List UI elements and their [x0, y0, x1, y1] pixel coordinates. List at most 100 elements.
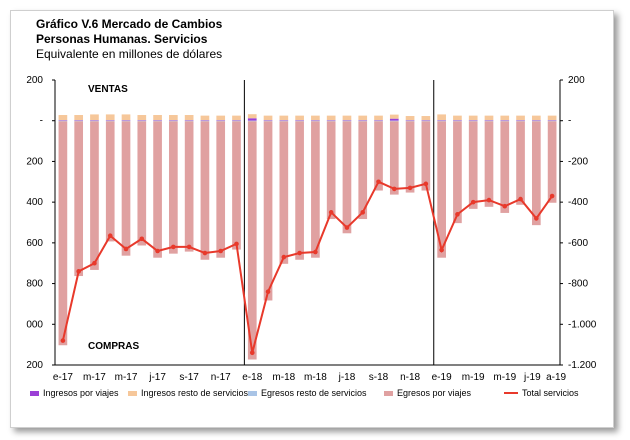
bar-ingresos-resto-de-servicios-11 — [232, 115, 241, 121]
bar-egresos-resto-de-servicios-19 — [358, 120, 368, 122]
bar-ingresos-por-viajes-25 — [453, 120, 462, 121]
bar-egresos-resto-de-servicios-9 — [200, 120, 210, 122]
bar-egresos-por-viajes-20 — [374, 121, 383, 191]
total-servicios-point-16 — [313, 249, 318, 255]
bar-ingresos-por-viajes-13 — [263, 120, 273, 121]
total-servicios-point-6 — [155, 248, 160, 254]
x-tick-label-13: m-19 — [462, 372, 485, 383]
bar-ingresos-por-viajes-30 — [531, 120, 541, 121]
total-servicios-point-24 — [439, 247, 444, 253]
bar-egresos-por-viajes-16 — [311, 121, 320, 258]
bar-ingresos-resto-de-servicios-22 — [405, 116, 415, 121]
bar-egresos-resto-de-servicios-27 — [484, 120, 494, 122]
bar-egresos-por-viajes-27 — [484, 121, 494, 207]
bar-ingresos-por-viajes-26 — [468, 120, 478, 121]
bar-ingresos-por-viajes-20 — [374, 120, 383, 121]
bar-ingresos-resto-de-servicios-23 — [421, 116, 431, 121]
bar-ingresos-resto-de-servicios-29 — [516, 115, 525, 121]
bar-ingresos-resto-de-servicios-16 — [311, 115, 320, 121]
bar-ingresos-por-viajes-17 — [326, 120, 336, 121]
total-servicios-point-22 — [407, 185, 413, 191]
total-servicios-point-11 — [234, 241, 239, 247]
total-servicios-point-15 — [297, 250, 302, 256]
bar-egresos-resto-de-servicios-6 — [153, 120, 162, 122]
bar-egresos-por-viajes-24 — [437, 121, 446, 258]
bar-egresos-por-viajes-15 — [295, 121, 304, 260]
total-servicios-point-1 — [76, 269, 81, 274]
x-tick-label-15: j-19 — [523, 372, 541, 383]
total-servicios-point-2 — [92, 260, 97, 266]
bar-ingresos-resto-de-servicios-26 — [468, 115, 478, 121]
bar-ingresos-por-viajes-21 — [389, 118, 399, 121]
y-tick-left-4: 600 — [26, 238, 43, 249]
bar-ingresos-por-viajes-12 — [247, 118, 257, 121]
bar-ingresos-por-viajes-0 — [58, 120, 68, 121]
total-servicios-point-21 — [391, 186, 397, 192]
bar-ingresos-resto-de-servicios-17 — [326, 115, 336, 121]
total-servicios-point-18 — [344, 225, 350, 230]
bar-ingresos-resto-de-servicios-20 — [374, 115, 383, 121]
bar-ingresos-por-viajes-2 — [90, 120, 99, 121]
bar-ingresos-por-viajes-18 — [342, 120, 352, 121]
bar-egresos-resto-de-servicios-26 — [468, 120, 478, 122]
bar-egresos-resto-de-servicios-3 — [105, 120, 115, 122]
legend-swatch — [30, 390, 39, 396]
legend-item-ingresos-por-viajes: Ingresos por viajes — [30, 388, 119, 398]
bar-egresos-por-viajes-13 — [263, 121, 273, 301]
total-servicios-point-7 — [171, 244, 176, 250]
legend-item-ingresos-resto-de-servicios: Ingresos resto de servicios — [128, 388, 248, 398]
bar-egresos-por-viajes-9 — [200, 121, 210, 260]
bar-egresos-por-viajes-14 — [279, 121, 289, 264]
bar-ingresos-por-viajes-22 — [405, 120, 415, 121]
bar-ingresos-por-viajes-6 — [153, 120, 162, 121]
bar-egresos-resto-de-servicios-2 — [90, 120, 99, 122]
y-tick-left-0: 200 — [26, 75, 43, 86]
bar-ingresos-por-viajes-4 — [121, 120, 131, 121]
y-tick-left-1: - — [40, 116, 43, 127]
total-servicios-point-10 — [218, 248, 224, 254]
bar-ingresos-por-viajes-7 — [169, 120, 178, 121]
bar-egresos-por-viajes-22 — [405, 121, 415, 193]
bar-egresos-por-viajes-29 — [516, 121, 525, 205]
x-tick-label-9: j-18 — [338, 372, 356, 383]
bar-ingresos-resto-de-servicios-9 — [200, 115, 210, 121]
bar-ingresos-por-viajes-24 — [437, 120, 446, 121]
total-servicios-point-25 — [455, 212, 460, 217]
bar-ingresos-resto-de-servicios-30 — [531, 115, 541, 121]
x-tick-label-6: e-18 — [242, 372, 262, 383]
bar-ingresos-resto-de-servicios-12 — [247, 114, 257, 119]
bar-ingresos-resto-de-servicios-2 — [90, 114, 99, 121]
bar-ingresos-resto-de-servicios-28 — [500, 115, 510, 121]
bar-egresos-por-viajes-10 — [216, 121, 226, 258]
x-tick-label-11: n-18 — [400, 372, 420, 383]
bar-ingresos-resto-de-servicios-7 — [169, 115, 178, 121]
bar-ingresos-por-viajes-19 — [358, 120, 368, 121]
x-tick-label-0: e-17 — [53, 372, 73, 383]
bar-ingresos-resto-de-servicios-8 — [184, 115, 194, 121]
chart-legend: Ingresos por viajes Ingresos resto de ser… — [30, 388, 610, 402]
x-tick-label-5: n-17 — [211, 372, 231, 383]
bar-egresos-resto-de-servicios-15 — [295, 120, 304, 122]
legend-label: Ingresos por viajes — [43, 388, 119, 398]
bar-egresos-resto-de-servicios-8 — [184, 120, 194, 122]
bar-egresos-por-viajes-2 — [90, 121, 99, 270]
bar-ingresos-resto-de-servicios-21 — [389, 114, 399, 119]
bar-ingresos-por-viajes-14 — [279, 120, 289, 121]
chart-units: Equivalente en millones de dólares — [36, 47, 223, 61]
bar-egresos-resto-de-servicios-14 — [279, 120, 289, 122]
total-servicios-point-28 — [502, 203, 508, 209]
bar-ingresos-resto-de-servicios-27 — [484, 115, 494, 121]
bar-ingresos-resto-de-servicios-6 — [153, 115, 162, 121]
bar-ingresos-por-viajes-16 — [311, 120, 320, 121]
bar-ingresos-resto-de-servicios-10 — [216, 115, 226, 121]
x-tick-label-3: j-17 — [148, 372, 166, 383]
total-servicios-point-8 — [186, 244, 192, 250]
y-tick-right-1: - — [568, 116, 571, 127]
bar-ingresos-resto-de-servicios-31 — [547, 115, 557, 121]
bar-egresos-por-viajes-7 — [169, 121, 178, 254]
bar-egresos-resto-de-servicios-18 — [342, 120, 352, 122]
bar-egresos-por-viajes-26 — [468, 121, 478, 209]
y-tick-right-2: -200 — [568, 156, 588, 167]
bar-egresos-por-viajes-21 — [389, 121, 399, 195]
bar-egresos-por-viajes-25 — [453, 121, 462, 224]
